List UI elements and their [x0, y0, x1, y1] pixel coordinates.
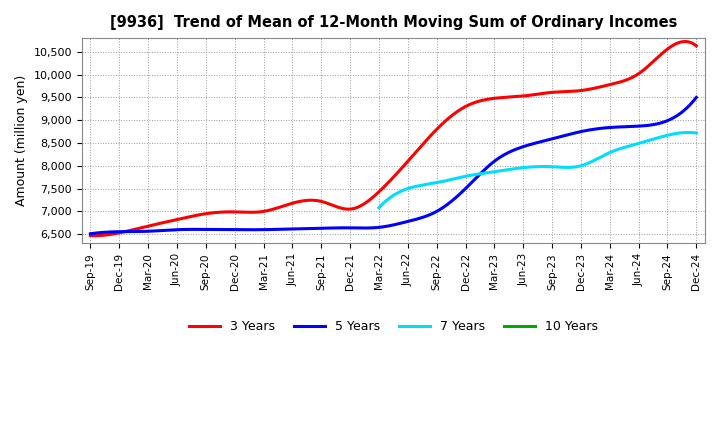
7 Years: [376, 204, 384, 209]
7 Years: [662, 133, 671, 138]
5 Years: [635, 124, 644, 129]
3 Years: [599, 84, 608, 89]
5 Years: [88, 231, 96, 236]
3 Years: [637, 69, 646, 74]
Line: 7 Years: 7 Years: [379, 132, 696, 208]
3 Years: [459, 105, 467, 110]
5 Years: [447, 199, 456, 204]
7 Years: [562, 165, 571, 170]
3 Years: [680, 39, 688, 44]
5 Years: [692, 95, 701, 100]
5 Years: [597, 126, 606, 131]
7 Years: [692, 130, 701, 136]
Y-axis label: Amount (million yen): Amount (million yen): [15, 75, 28, 206]
3 Years: [447, 114, 456, 119]
3 Years: [90, 233, 99, 238]
3 Years: [449, 112, 457, 117]
7 Years: [685, 130, 693, 135]
5 Years: [445, 201, 454, 206]
3 Years: [86, 233, 95, 238]
Title: [9936]  Trend of Mean of 12-Month Moving Sum of Ordinary Incomes: [9936] Trend of Mean of 12-Month Moving …: [109, 15, 677, 30]
7 Years: [564, 165, 572, 170]
Legend: 3 Years, 5 Years, 7 Years, 10 Years: 3 Years, 5 Years, 7 Years, 10 Years: [184, 315, 603, 338]
5 Years: [457, 190, 466, 195]
Line: 5 Years: 5 Years: [91, 97, 696, 234]
7 Years: [642, 139, 651, 144]
3 Years: [692, 43, 701, 48]
5 Years: [86, 231, 95, 236]
Line: 3 Years: 3 Years: [91, 41, 696, 236]
3 Years: [88, 233, 96, 238]
7 Years: [374, 205, 383, 210]
7 Years: [569, 165, 577, 170]
